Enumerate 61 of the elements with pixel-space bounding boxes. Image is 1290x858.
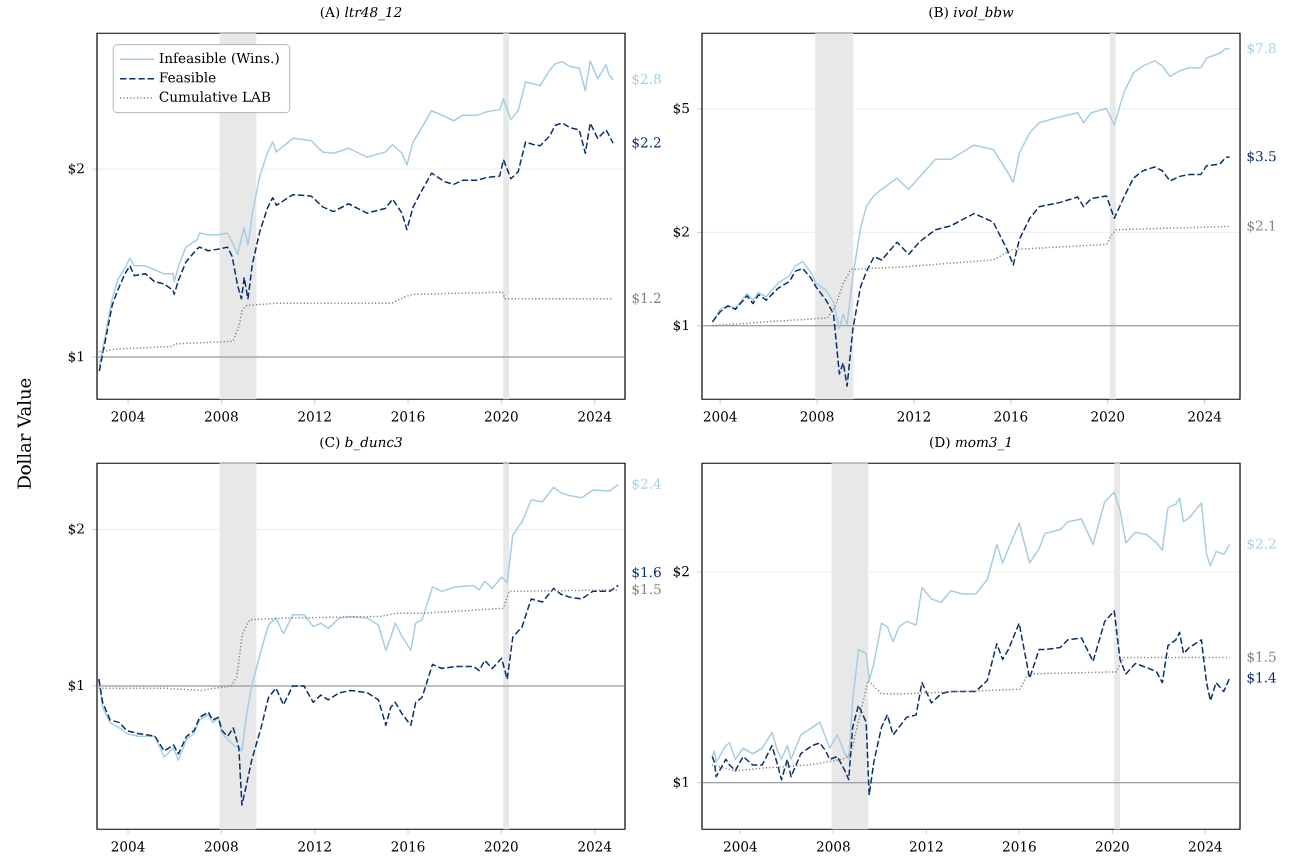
data-label: $1.5	[1247, 651, 1276, 664]
data-label: $2.1	[1247, 220, 1275, 233]
y-tick-label: $1	[68, 350, 83, 364]
x-tick-label: 2008	[204, 411, 238, 422]
line-series	[711, 656, 1231, 772]
data-label: $1.2	[632, 292, 661, 305]
chart-title: (B) ivol_bbw	[929, 6, 1014, 21]
y-tick-label: $2	[673, 226, 689, 239]
x-tick-label: 2004	[703, 411, 737, 422]
x-tick-label: 2024	[1188, 411, 1222, 422]
x-tick-label: 2008	[800, 411, 834, 422]
data-label: $2.4	[632, 478, 661, 491]
line-series	[98, 122, 614, 372]
data-label: $2.8	[632, 73, 661, 86]
x-tick-label: 2016	[391, 411, 425, 422]
line-series	[98, 291, 614, 353]
line-series	[98, 483, 619, 761]
x-tick-label: 2020	[484, 411, 518, 422]
x-tick-label: 2016	[994, 411, 1028, 422]
x-tick-label: 2004	[111, 841, 145, 852]
x-tick-label: 2016	[1002, 841, 1036, 852]
x-tick-label: 2008	[204, 841, 238, 852]
x-tick-label: 2012	[909, 841, 943, 852]
data-label: $2.2	[632, 136, 661, 150]
data-label: $3.5	[1247, 150, 1276, 163]
chart-title: (C) b_dunc3	[320, 436, 402, 451]
y-axis-title: Dollar Value	[17, 378, 31, 489]
data-label: $2.2	[1247, 538, 1276, 551]
line-series	[711, 491, 1231, 763]
y-tick-label: $2	[68, 162, 84, 176]
data-label: $1.5	[632, 583, 661, 596]
x-tick-label: 2020	[484, 841, 518, 852]
legend-label: Infeasible (Wins.)	[159, 52, 279, 65]
y-tick-label: $1	[673, 776, 688, 789]
data-label: $1.4	[1247, 671, 1276, 685]
x-tick-label: 2020	[1091, 411, 1125, 422]
x-tick-label: 2020	[1095, 841, 1129, 852]
x-tick-label: 2012	[298, 841, 331, 852]
x-tick-label: 2024	[1188, 841, 1222, 852]
y-tick-label: $1	[68, 679, 83, 692]
x-tick-label: 2024	[578, 411, 612, 422]
line-series	[711, 47, 1231, 330]
y-tick-label: $2	[673, 565, 689, 579]
x-tick-label: 2004	[723, 841, 757, 852]
x-tick-label: 2024	[578, 841, 612, 852]
x-tick-label: 2004	[111, 411, 145, 422]
line-series	[98, 584, 619, 806]
chart-title: (D) mom3_1	[930, 436, 1011, 451]
x-tick-label: 2012	[897, 411, 930, 422]
y-tick-label: $1	[673, 319, 688, 332]
x-tick-label: 2016	[391, 841, 425, 852]
line-series	[711, 156, 1231, 387]
y-tick-label: $5	[673, 102, 689, 115]
x-tick-label: 2008	[816, 841, 850, 852]
legend-label: Feasible	[159, 71, 216, 83]
data-label: $1.6	[632, 566, 661, 579]
legend-label: Cumulative LAB	[159, 91, 271, 102]
y-tick-label: $2	[68, 523, 84, 536]
x-tick-label: 2012	[298, 411, 331, 422]
data-label: $7.8	[1247, 42, 1276, 55]
chart-title: (A) ltr48_12	[320, 6, 402, 21]
